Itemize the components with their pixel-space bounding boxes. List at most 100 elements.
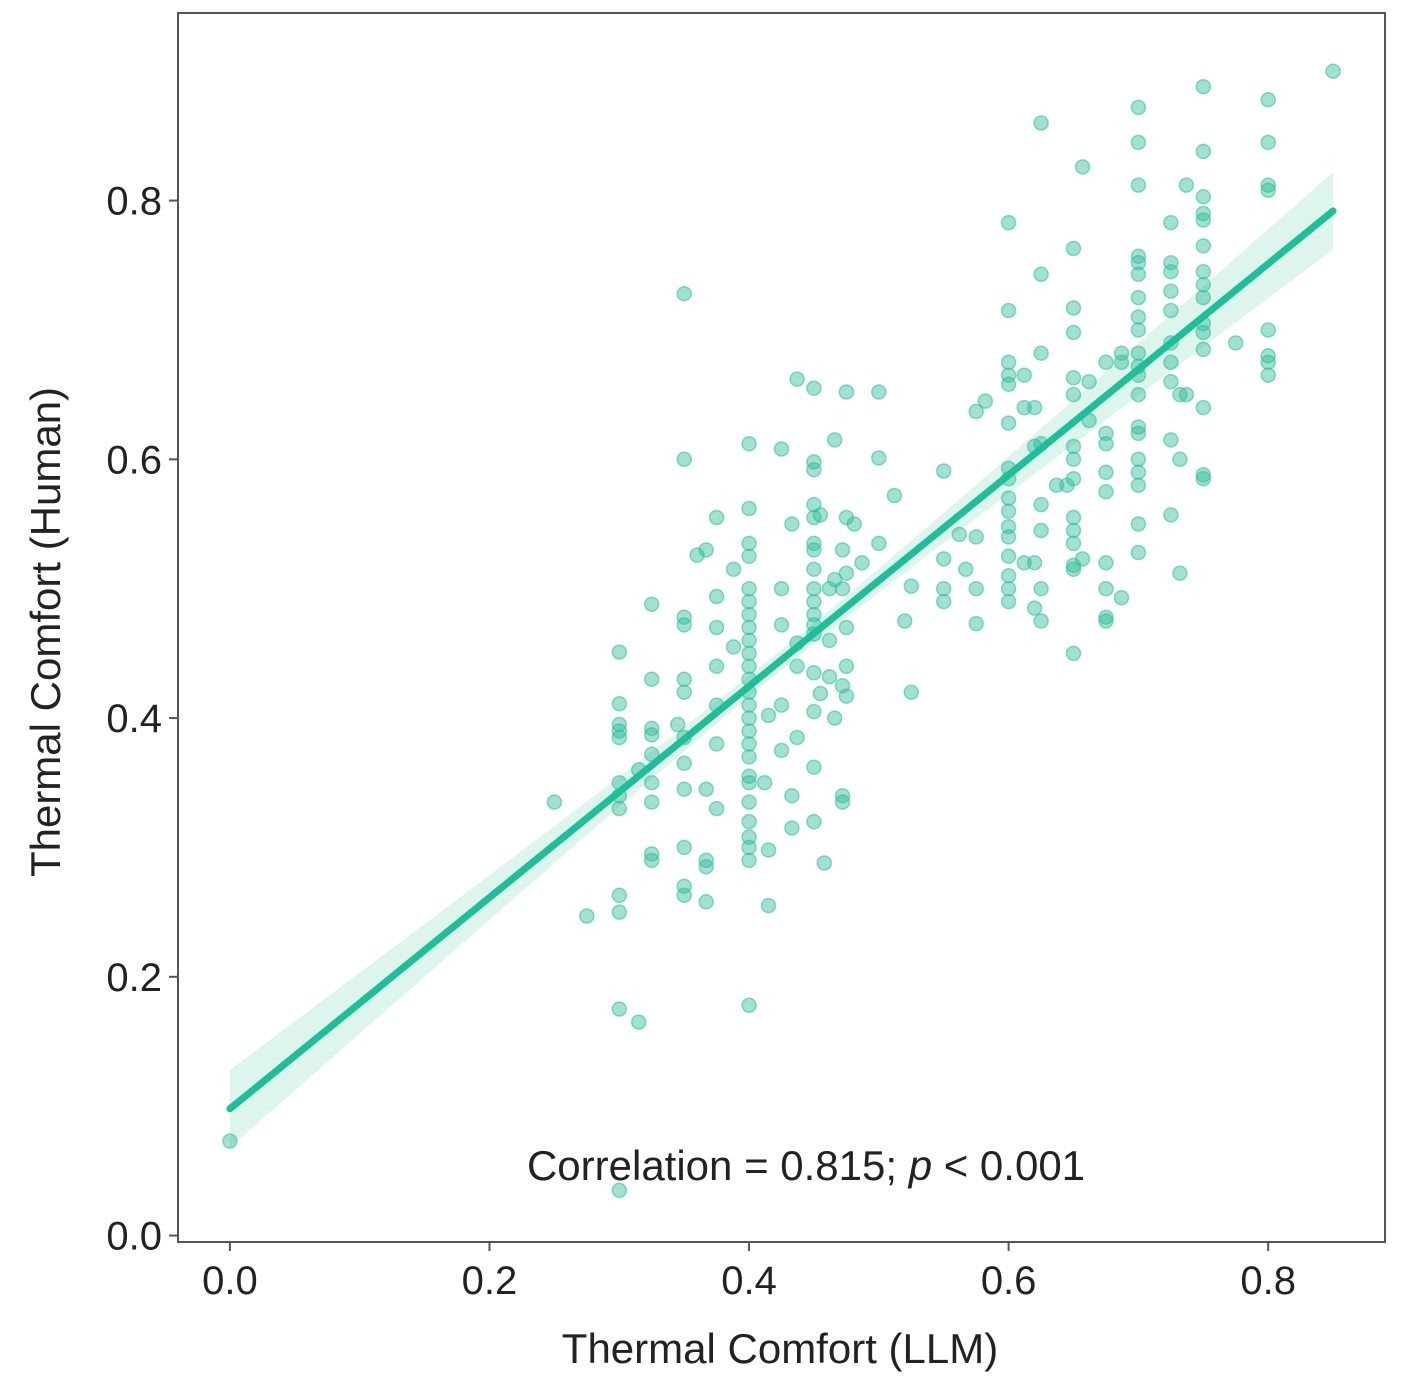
data-point [1065, 370, 1082, 386]
data-point [1065, 300, 1082, 316]
data-point [958, 561, 974, 578]
data-point [1130, 322, 1147, 338]
data-point [1195, 263, 1212, 280]
data-point [741, 619, 757, 636]
data-point [1000, 548, 1017, 565]
annotation-p-symbol: p [907, 1142, 932, 1189]
data-point [806, 593, 822, 610]
data-point [968, 615, 984, 632]
data-point [741, 774, 757, 791]
data-point [1130, 134, 1147, 151]
data-point [1195, 78, 1212, 95]
data-point [676, 617, 692, 633]
annotation-prefix: Correlation = 0.815; [527, 1142, 909, 1189]
data-point [1130, 464, 1147, 481]
data-point [1026, 600, 1043, 616]
data-point [1098, 436, 1114, 452]
data-point [1098, 580, 1114, 597]
data-point [741, 548, 757, 565]
data-point [676, 755, 692, 772]
data-point [1000, 529, 1017, 545]
data-point [643, 596, 660, 612]
data-point [1130, 289, 1147, 306]
data-point [789, 371, 805, 387]
data-point [1065, 535, 1082, 552]
data-point [1130, 254, 1147, 271]
data-point [1178, 177, 1195, 193]
data-point [854, 555, 870, 571]
data-point [1130, 544, 1147, 561]
data-point [741, 500, 757, 517]
data-point [1065, 451, 1082, 468]
data-point [1098, 354, 1114, 371]
data-point [1163, 432, 1179, 448]
data-point [741, 606, 757, 623]
y-tick-label: 0.4 [106, 697, 162, 741]
data-point [1163, 283, 1179, 299]
data-point [1026, 555, 1043, 571]
data-point [773, 697, 790, 713]
data-point [1163, 507, 1179, 523]
data-point [708, 800, 725, 817]
data-point [1172, 565, 1188, 581]
data-point [773, 742, 790, 759]
data-point [871, 384, 887, 400]
data-point [1195, 212, 1212, 228]
data-point [1000, 568, 1017, 584]
data-point [611, 1001, 628, 1017]
data-point [698, 781, 714, 797]
data-point [1260, 182, 1276, 198]
data-point [1033, 522, 1049, 539]
data-point [1130, 477, 1147, 493]
data-point [812, 685, 829, 702]
data-point [1130, 266, 1147, 283]
data-point [1195, 470, 1212, 487]
data-point [1260, 177, 1276, 193]
data-point [834, 580, 851, 597]
data-point [1260, 367, 1276, 383]
correlation-annotation: Correlation = 0.815; p < 0.001 [527, 1142, 1085, 1189]
data-point [968, 529, 984, 545]
data-point [1065, 522, 1082, 539]
data-point [812, 507, 829, 523]
data-point [935, 551, 952, 567]
data-point [1000, 580, 1017, 597]
annotation-suffix: < 0.001 [932, 1142, 1085, 1189]
data-point [643, 774, 660, 791]
data-point [676, 671, 692, 687]
data-point [838, 565, 855, 581]
data-point [806, 461, 822, 478]
data-point [676, 887, 692, 904]
data-point [1195, 399, 1212, 416]
data-point [838, 384, 855, 400]
data-point [1195, 238, 1212, 254]
data-point [1065, 561, 1082, 578]
data-point [806, 580, 822, 597]
data-point [1065, 240, 1082, 257]
axes: 0.0 0.2 0.4 0.6 0.8 0.0 0.2 0.4 0.6 0.8 [106, 12, 1386, 1303]
data-point [1033, 496, 1049, 513]
data-point [1065, 438, 1082, 455]
data-point [698, 542, 714, 558]
data-point [1178, 386, 1195, 403]
data-point [611, 1182, 628, 1199]
data-point [1000, 593, 1017, 610]
data-point [741, 839, 757, 856]
y-axis-title: Thermal Comfort (Human) [22, 387, 69, 877]
data-point [579, 908, 595, 924]
data-point [1325, 63, 1341, 79]
data-point [689, 547, 705, 563]
data-point [935, 463, 952, 479]
data-point [1074, 159, 1091, 175]
data-point [760, 897, 777, 914]
data-point [1026, 399, 1043, 416]
data-point [741, 436, 757, 452]
data-point [846, 516, 862, 532]
data-point [611, 887, 628, 904]
data-point [886, 487, 903, 504]
data-point [741, 749, 757, 765]
data-point [1260, 322, 1276, 338]
regression-line [226, 207, 1337, 1113]
data-point [1163, 373, 1179, 390]
